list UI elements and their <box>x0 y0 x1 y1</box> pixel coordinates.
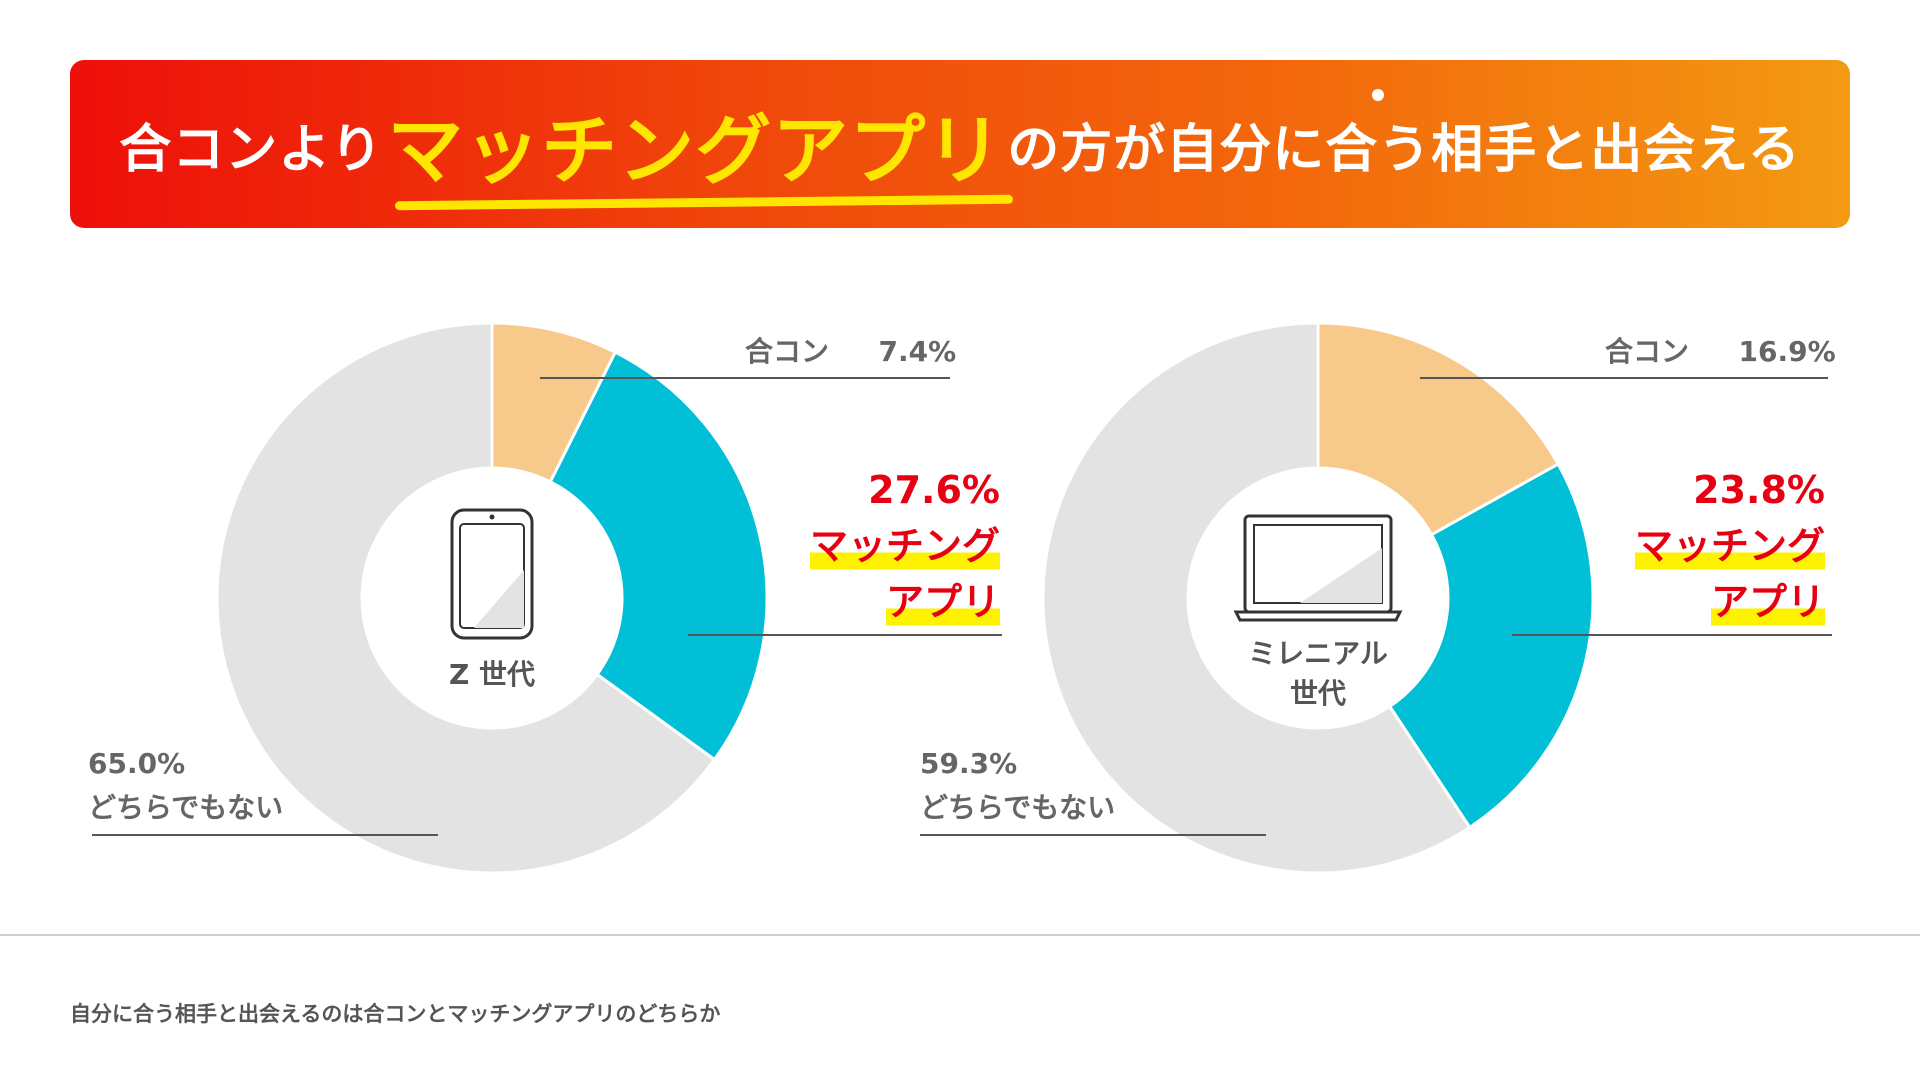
m-app-value: 23.8% <box>1693 468 1825 512</box>
title-prefix: 合コンより <box>119 119 384 180</box>
chart-0-slice-2 <box>215 321 717 875</box>
m-neither-label: 59.3% どちらでもない <box>920 742 1115 830</box>
title-emphasis: 合う <box>1325 88 1431 182</box>
chart-1-slice-0 <box>1316 321 1561 537</box>
m-center-text-2: 世代 <box>1289 677 1346 710</box>
z-app-name-2: アプリ <box>885 574 1000 630</box>
z-neither-label: 65.0% どちらでもない <box>88 742 283 830</box>
z-app-value: 27.6% <box>868 468 1000 512</box>
chart-0-slice-1 <box>548 350 769 762</box>
z-neither-name: どちらでもない <box>88 791 284 824</box>
z-goukon-name: 合コン <box>745 335 830 368</box>
title-banner: 合コンより マッチングアプリ の方が自分に 合う 相手と出会える <box>70 60 1850 228</box>
chart-1-slice-2 <box>1041 321 1472 875</box>
z-center-label: Z 世代 <box>392 655 592 695</box>
laptop-icon <box>1233 514 1403 622</box>
m-app-name-1: マッチング <box>1634 518 1825 574</box>
brand-logo <box>1590 970 1880 1050</box>
footer-divider <box>0 934 1920 936</box>
z-neither-value: 65.0% <box>88 747 186 780</box>
m-goukon-name: 合コン <box>1605 335 1690 368</box>
page-title: 合コンより マッチングアプリ の方が自分に 合う 相手と出会える <box>70 60 1850 228</box>
chart-1-slice-1 <box>1387 461 1595 830</box>
m-goukon-value: 16.9% <box>1738 335 1836 368</box>
smartphone-icon <box>450 508 534 640</box>
survey-question: 自分に合う相手と出会えるのは合コンとマッチングアプリのどちらか <box>70 1002 721 1026</box>
title-suffix: 相手と出会える <box>1431 119 1801 180</box>
z-app-label: 27.6% マッチング アプリ <box>760 462 1000 630</box>
z-app-name-1: マッチング <box>809 518 1000 574</box>
m-neither-value: 59.3% <box>920 747 1018 780</box>
z-goukon-value: 7.4% <box>878 335 957 368</box>
title-highlight: マッチングアプリ <box>387 89 1003 199</box>
title-mid: の方が自分に <box>1007 119 1326 180</box>
m-app-name-2: アプリ <box>1710 574 1825 630</box>
z-goukon-label: 合コン 7.4% <box>745 330 956 370</box>
m-center-text-1: ミレニアル <box>1248 637 1388 670</box>
z-center-text: Z 世代 <box>448 658 536 691</box>
m-app-label: 23.8% マッチング アプリ <box>1585 462 1825 630</box>
m-neither-name: どちらでもない <box>920 791 1116 824</box>
m-goukon-label: 合コン 16.9% <box>1605 330 1836 370</box>
m-center-label: ミレニアル 世代 <box>1218 634 1418 714</box>
